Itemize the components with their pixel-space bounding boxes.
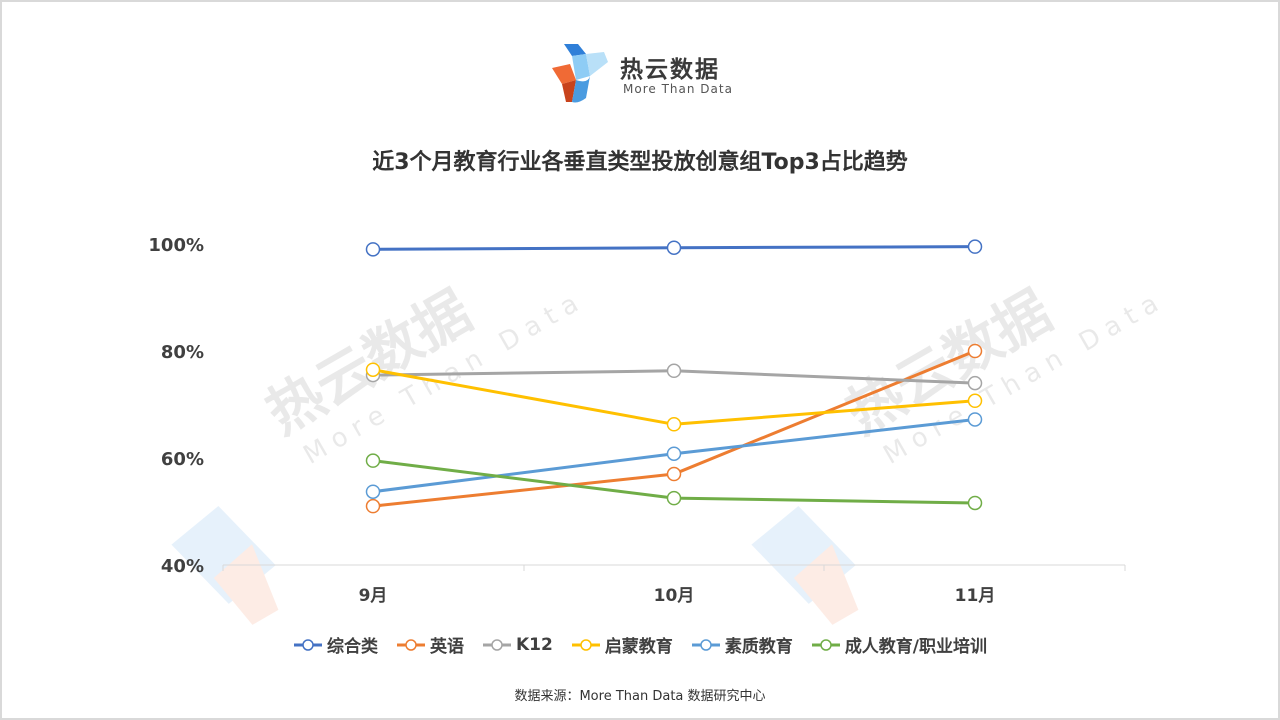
watermark-shape [171,505,276,604]
data-point [666,417,682,432]
axis-layer: 9月 10月 11月 40% 60% 80% 100% [148,235,1126,606]
data-point [967,495,983,511]
brand-tagline: More Than Data [623,82,733,96]
legend-marker-icon [691,638,720,651]
data-point [967,343,983,359]
legend-label: K12 [515,634,553,655]
watermark-shape [751,505,856,604]
legend-item: 启蒙教育 [571,632,673,657]
data-point [365,453,381,468]
data-point [967,393,983,409]
data-point [666,240,682,255]
brand-name: 热云数据 [620,57,720,83]
data-source-note: 数据来源：More Than Data 数据研究中心 [514,689,766,704]
legend-marker-icon [482,638,511,651]
legend-label: 成人教育/职业培训 [844,637,988,657]
cube-logo-icon [552,44,608,103]
legend-label: 启蒙教育 [604,637,673,657]
series-1 [365,343,983,514]
data-point [967,239,983,254]
legend-marker-icon [571,638,600,651]
legend-marker-icon [293,638,322,651]
legend-label: 综合类 [326,637,378,657]
series-layer [365,239,983,514]
data-point [666,490,682,506]
data-point [967,375,983,391]
data-point [666,363,682,379]
legend-marker-icon [811,638,840,651]
data-point [365,498,381,514]
x-tick-label: 10月 [654,586,695,606]
y-tick-label: 40% [161,556,204,577]
series-4 [365,412,983,499]
chart-legend: 综合类 英语 K12 启蒙教育 素质教育 成人教育/职业培训 [0,632,1280,657]
y-tick-label: 80% [161,342,204,363]
data-point [666,466,682,482]
data-point [967,412,983,427]
series-0 [365,239,983,257]
brand-logo: 热云数据 More Than Data [548,40,748,106]
data-point [666,446,682,461]
data-point [365,242,381,257]
legend-item: 英语 [396,632,464,657]
series-3 [365,362,983,432]
series-5 [365,453,983,511]
watermark-shape [213,544,279,625]
y-tick-label: 100% [148,235,204,256]
watermark-shape [793,544,859,625]
legend-item: 综合类 [293,632,378,657]
legend-item: 素质教育 [691,632,793,657]
legend-item: 成人教育/职业培训 [811,632,987,657]
legend-label: 素质教育 [724,637,793,657]
legend-label: 英语 [429,637,464,657]
legend-item: K12 [482,632,553,657]
data-point [365,362,381,377]
x-tick-label: 11月 [955,586,996,606]
legend-marker-icon [396,638,425,651]
y-tick-label: 60% [161,449,204,470]
data-point [365,484,381,499]
x-tick-label: 9月 [359,586,388,606]
chart-title: 近3个月教育行业各垂直类型投放创意组Top3占比趋势 [372,150,908,175]
